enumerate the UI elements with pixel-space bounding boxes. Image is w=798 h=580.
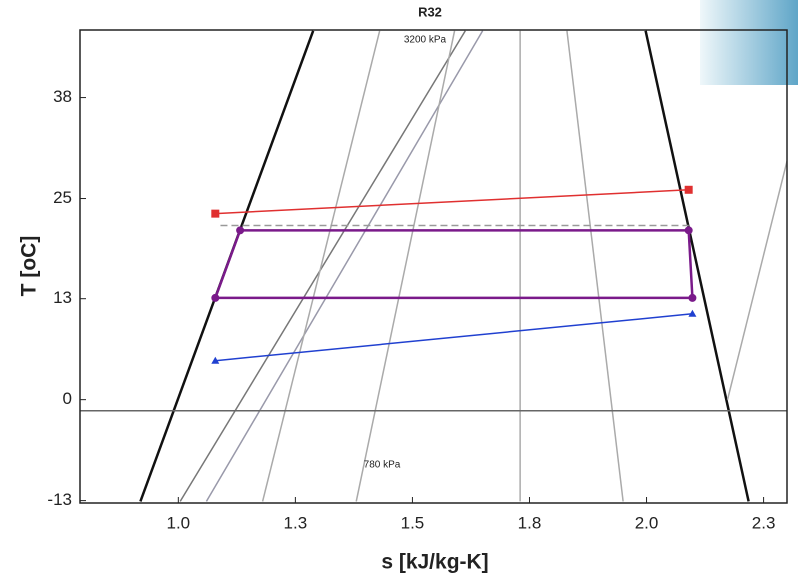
y-tick-label: 13 [53, 288, 72, 307]
series-line [213, 229, 694, 300]
x-axis-label: s [kJ/kg-K] [381, 551, 488, 574]
x-tick-label: 1.8 [518, 513, 542, 532]
series-line [261, 30, 381, 502]
series-line [644, 30, 750, 502]
marker [684, 185, 693, 194]
marker [236, 226, 245, 235]
chart-title: R32 [418, 4, 442, 19]
annotation: 3200 kPa [404, 35, 447, 46]
plot-frame [79, 29, 788, 504]
y-tick-label: 25 [53, 188, 72, 207]
series-line [355, 30, 456, 502]
series-line [215, 313, 693, 362]
series-line [215, 189, 689, 215]
marker [211, 356, 220, 364]
x-tick-label: 1.3 [284, 513, 308, 532]
series-line [205, 30, 484, 502]
y-tick-label: -13 [47, 490, 72, 509]
series-line [179, 30, 466, 502]
y-tick-label: 38 [53, 87, 72, 106]
x-tick-label: 1.0 [167, 513, 191, 532]
marker [688, 309, 697, 317]
marker [688, 293, 697, 302]
series-line [566, 30, 624, 502]
x-tick-label: 1.5 [401, 513, 425, 532]
y-axis-label: T [oC] [18, 236, 41, 297]
series-line [726, 160, 787, 400]
marker [211, 293, 220, 302]
y-tick-label: 0 [63, 389, 72, 408]
annotation: 780 kPa [364, 460, 401, 471]
x-tick-label: 2.0 [635, 513, 659, 532]
marker [684, 226, 693, 235]
marker [211, 209, 220, 218]
corner-decoration [700, 0, 798, 85]
x-tick-label: 2.3 [752, 513, 776, 532]
